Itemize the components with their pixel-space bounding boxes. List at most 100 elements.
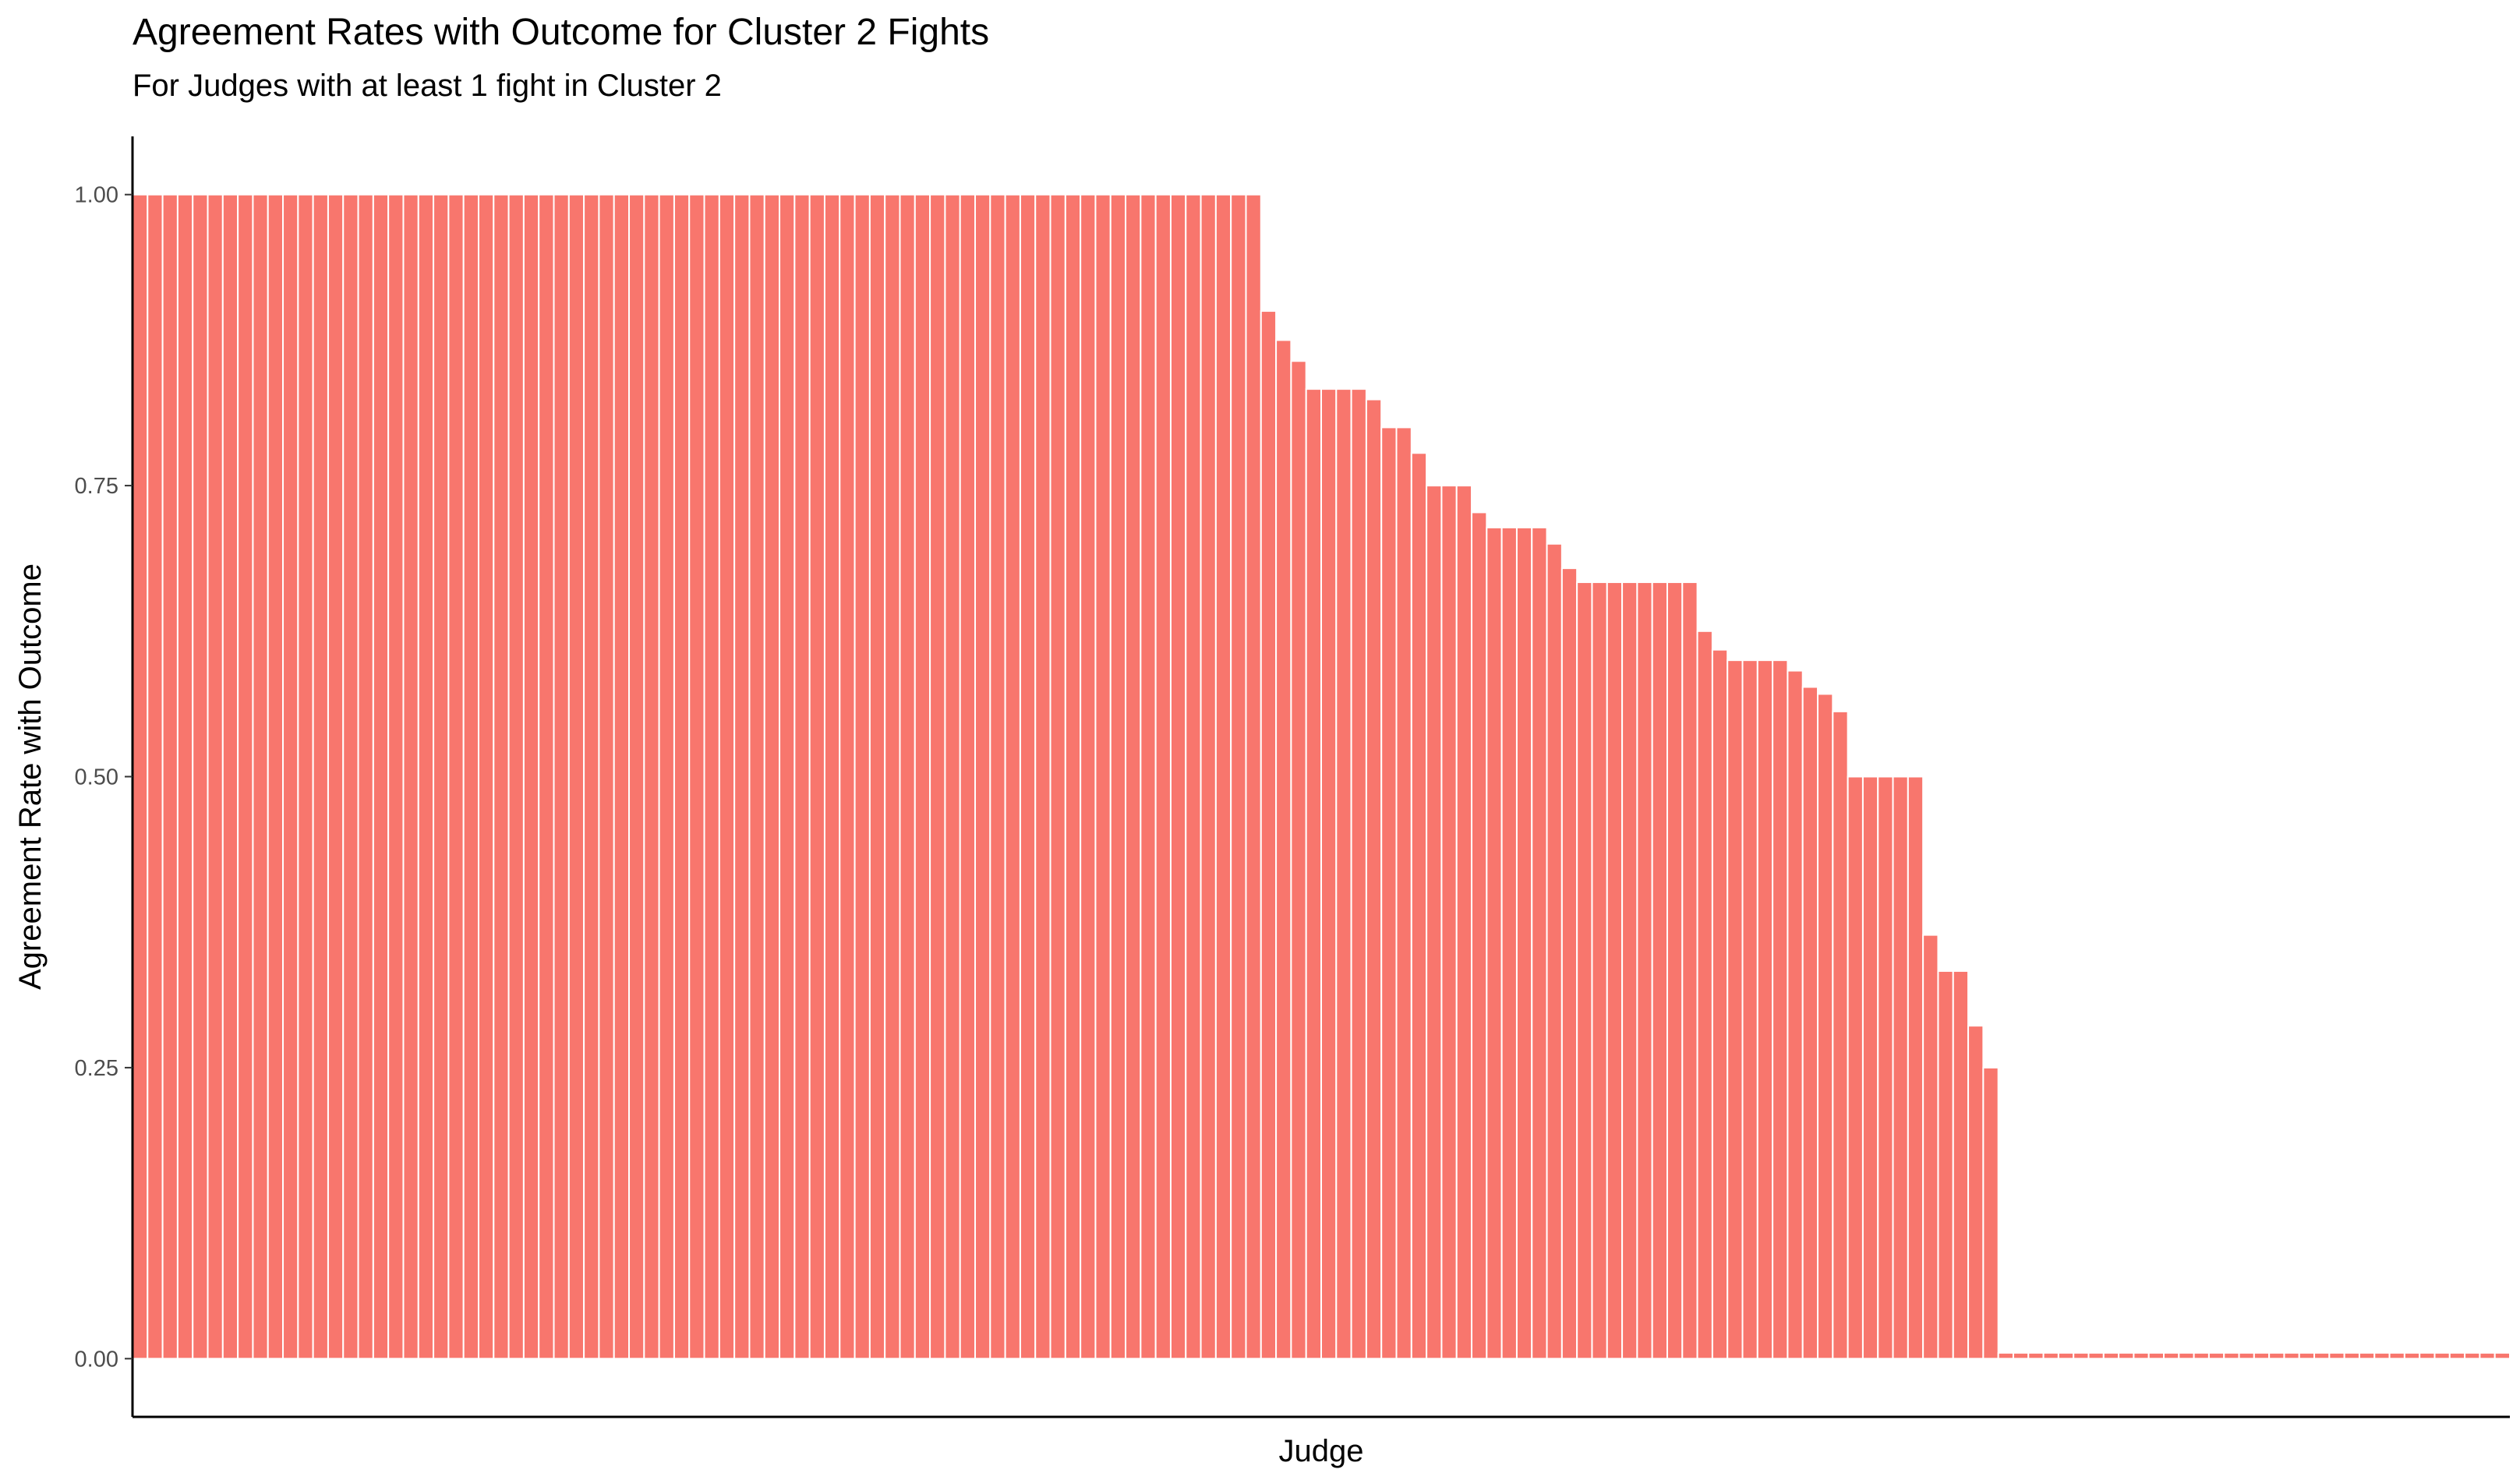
bar-13: [312, 193, 329, 1360]
bar-101: [1636, 581, 1653, 1360]
bar-53: [914, 193, 931, 1360]
bar-74: [1230, 193, 1247, 1360]
y-tick-label: 0.00: [75, 1347, 118, 1372]
bar-43: [763, 193, 781, 1360]
bar-85: [1395, 426, 1412, 1360]
bar-44: [779, 193, 796, 1360]
bar-128: [2042, 1351, 2059, 1360]
bar-26: [507, 193, 525, 1360]
bar-144: [2283, 1351, 2300, 1360]
y-axis: 0.00 0.25 0.50 0.75 1.00: [75, 136, 134, 1417]
bar-134: [2133, 1351, 2150, 1360]
bar-31: [583, 193, 600, 1360]
bar-58: [989, 193, 1006, 1360]
y-tick-label: 0.75: [75, 474, 118, 499]
bar-34: [628, 193, 645, 1360]
bar-77: [1275, 339, 1292, 1360]
bar-127: [2027, 1351, 2045, 1360]
bar-157: [2479, 1351, 2496, 1360]
chart-subtitle: For Judges with at least 1 fight in Clus…: [133, 69, 722, 103]
bar-132: [2102, 1351, 2120, 1360]
bar-115: [1847, 775, 1864, 1360]
bar-155: [2448, 1351, 2466, 1360]
bar-24: [477, 193, 495, 1360]
bar-41: [733, 193, 751, 1360]
bar-99: [1606, 581, 1624, 1360]
bar-158: [2493, 1351, 2511, 1360]
bar-14: [327, 193, 345, 1360]
bar-135: [2147, 1351, 2165, 1360]
bar-102: [1651, 581, 1668, 1360]
bar-19: [402, 193, 419, 1360]
bar-29: [553, 193, 570, 1360]
bar-98: [1591, 581, 1608, 1360]
bar-97: [1576, 581, 1593, 1360]
bar-119: [1907, 775, 1924, 1360]
bar-125: [1997, 1351, 2014, 1360]
bar-151: [2388, 1351, 2405, 1360]
bar-21: [433, 193, 450, 1360]
bar-73: [1214, 193, 1232, 1360]
bar-70: [1169, 193, 1187, 1360]
bars-group: [132, 193, 2511, 1360]
bar-122: [1952, 970, 1970, 1360]
bar-145: [2298, 1351, 2316, 1360]
bar-61: [1034, 193, 1051, 1360]
bar-8: [237, 193, 254, 1360]
bar-66: [1109, 193, 1127, 1360]
bar-95: [1546, 542, 1563, 1360]
y-axis-title: Agreement Rate with Outcome: [13, 563, 48, 990]
bar-117: [1877, 775, 1894, 1360]
bar-56: [959, 193, 977, 1360]
bar-2: [147, 193, 164, 1360]
bar-11: [282, 193, 299, 1360]
bar-78: [1290, 360, 1307, 1360]
bar-90: [1471, 511, 1488, 1360]
bar-103: [1666, 581, 1684, 1360]
bar-121: [1937, 970, 1954, 1360]
bar-9: [252, 193, 269, 1360]
bar-75: [1245, 193, 1262, 1360]
bar-146: [2313, 1351, 2331, 1360]
y-tick-label: 1.00: [75, 183, 118, 208]
bar-15: [342, 193, 359, 1360]
bar-93: [1515, 526, 1533, 1360]
bar-116: [1861, 775, 1879, 1360]
bar-123: [1967, 1025, 1985, 1360]
y-tick-label: 0.50: [75, 765, 118, 790]
bar-124: [1982, 1066, 1999, 1360]
y-tick-label: 0.25: [75, 1056, 118, 1081]
bar-20: [417, 193, 435, 1360]
bar-80: [1320, 388, 1338, 1360]
bar-69: [1154, 193, 1172, 1360]
bar-33: [613, 193, 631, 1360]
bar-42: [748, 193, 765, 1360]
bar-79: [1305, 388, 1322, 1360]
bar-65: [1094, 193, 1112, 1360]
bar-72: [1200, 193, 1217, 1360]
bar-7: [221, 193, 239, 1360]
bar-89: [1455, 485, 1473, 1360]
bar-4: [176, 193, 194, 1360]
bar-47: [823, 193, 841, 1360]
bar-82: [1350, 388, 1367, 1360]
bar-54: [929, 193, 946, 1360]
bar-100: [1621, 581, 1638, 1360]
bar-27: [522, 193, 540, 1360]
bar-46: [808, 193, 825, 1360]
bar-140: [2223, 1351, 2240, 1360]
bar-40: [718, 193, 736, 1360]
bar-17: [372, 193, 390, 1360]
bar-52: [899, 193, 916, 1360]
bar-45: [793, 193, 811, 1360]
bar-81: [1335, 388, 1352, 1360]
bar-153: [2419, 1351, 2436, 1360]
bar-138: [2193, 1351, 2210, 1360]
bar-118: [1892, 775, 1909, 1360]
bar-109: [1756, 659, 1774, 1360]
bar-23: [462, 193, 479, 1360]
bar-6: [207, 193, 224, 1360]
bar-49: [854, 193, 871, 1360]
bar-154: [2433, 1351, 2451, 1360]
bar-149: [2358, 1351, 2376, 1360]
